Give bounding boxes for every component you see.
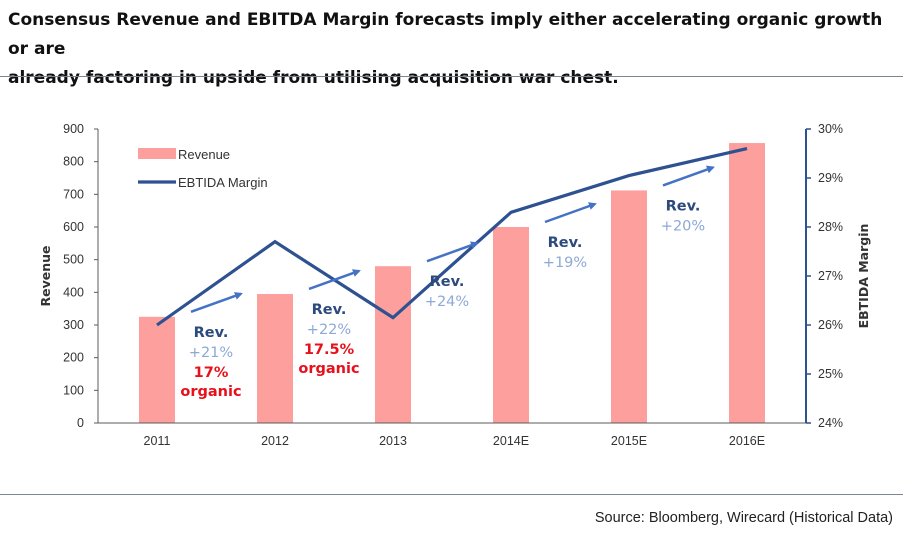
growth-arrow: [308, 269, 361, 291]
legend-revenue-swatch: [138, 148, 176, 159]
organic-growth-label: 17%: [194, 365, 229, 381]
growth-pct-label: +24%: [425, 294, 469, 310]
left-tick-label: 800: [63, 155, 84, 169]
page-title: Consensus Revenue and EBITDA Margin fore…: [8, 6, 898, 93]
revenue-bar: [139, 316, 175, 423]
ebitda-margin-line: [156, 147, 748, 327]
bottom-divider: [0, 494, 903, 495]
x-tick-label: 2016E: [729, 434, 765, 448]
growth-arrow: [190, 292, 243, 314]
right-tick-label: 25%: [818, 367, 843, 381]
x-tick-label: 2011: [144, 434, 171, 448]
growth-rev-label: Rev.: [548, 235, 583, 251]
left-tick-label: 400: [63, 285, 84, 299]
legend-revenue-label: Revenue: [178, 147, 230, 162]
left-tick-label: 700: [63, 187, 84, 201]
left-tick-label: 200: [63, 351, 84, 365]
growth-rev-label: Rev.: [194, 325, 229, 341]
y2-axis-title: EBTIDA Margin: [856, 224, 871, 329]
growth-pct-label: +22%: [307, 322, 351, 338]
growth-pct-label: +21%: [189, 345, 233, 361]
left-tick-label: 900: [63, 122, 84, 136]
right-tick-label: 26%: [818, 318, 843, 332]
right-tick-label: 30%: [818, 122, 843, 136]
x-tick-label: 2013: [379, 434, 407, 448]
x-tick-label: 2015E: [611, 434, 647, 448]
x-tick-label: 2014E: [493, 434, 529, 448]
y-axis-title: Revenue: [38, 245, 53, 306]
right-tick-label: 29%: [818, 171, 843, 185]
left-tick-label: 600: [63, 220, 84, 234]
title-line-1: Consensus Revenue and EBITDA Margin fore…: [8, 10, 883, 59]
revenue-bar: [729, 143, 765, 423]
x-tick-label: 2012: [261, 434, 289, 448]
growth-arrow: [544, 202, 597, 224]
growth-rev-label: Rev.: [666, 198, 701, 214]
growth-arrow: [426, 241, 479, 263]
right-tick-label: 27%: [818, 269, 843, 283]
source-note: Source: Bloomberg, Wirecard (Historical …: [594, 510, 893, 526]
organic-growth-label: organic: [298, 361, 359, 377]
growth-rev-label: Rev.: [312, 302, 347, 318]
growth-rev-label: Rev.: [430, 274, 465, 290]
right-tick-label: 24%: [818, 416, 843, 430]
growth-arrow: [662, 165, 715, 187]
left-tick-label: 100: [63, 383, 84, 397]
organic-growth-label: 17.5%: [304, 342, 355, 358]
left-tick-label: 0: [77, 416, 84, 430]
growth-pct-label: +19%: [543, 255, 587, 271]
revenue-bar: [257, 293, 293, 423]
top-divider: [0, 76, 903, 77]
left-tick-label: 500: [63, 253, 84, 267]
growth-pct-label: +20%: [661, 218, 705, 234]
revenue-bar: [611, 190, 647, 423]
legend-margin-label: EBTIDA Margin: [178, 175, 268, 190]
revenue-bar: [493, 227, 529, 423]
title-line-2: already factoring in upside from utilisi…: [8, 68, 619, 88]
organic-growth-label: organic: [180, 384, 241, 400]
right-tick-label: 28%: [818, 220, 843, 234]
left-tick-label: 300: [63, 318, 84, 332]
revenue-bar: [375, 266, 411, 423]
